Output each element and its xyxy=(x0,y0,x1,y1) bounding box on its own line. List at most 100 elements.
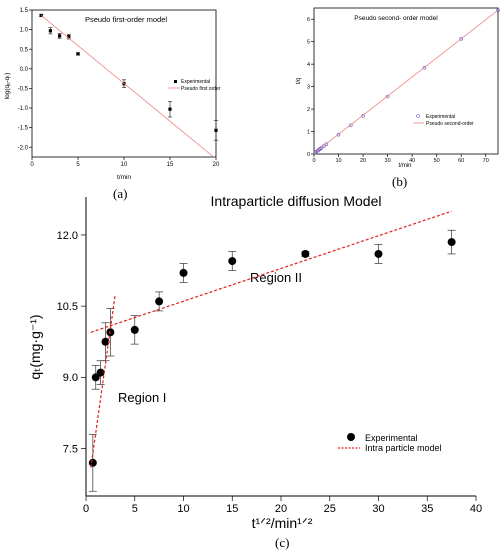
chart-c-data-point xyxy=(447,238,456,247)
panel-label-a: (a) xyxy=(113,186,128,201)
chart-b-legend-experimental: Experimental xyxy=(426,114,455,120)
chart-b-ytick-label: 5 xyxy=(307,40,310,46)
chart-c-data-point xyxy=(88,458,97,467)
chart-a-ylabel: log(qₑ-qₜ) xyxy=(4,73,11,100)
chart-c-xtick-label: 25 xyxy=(324,503,336,515)
chart-c: Intraparticle diffusion Model t¹ᐟ²/min¹ᐟ… xyxy=(27,193,482,531)
chart-a-data-point xyxy=(76,52,80,56)
chart-c-ylabel: qₜ(mg·g⁻¹) xyxy=(27,314,43,379)
chart-b-data-point xyxy=(348,123,353,128)
chart-b-ytick-label: 2 xyxy=(307,107,310,113)
chart-a-ytick-label: -2.0 xyxy=(18,145,29,151)
chart-a-xtick-label: 15 xyxy=(167,162,174,168)
chart-b-ytick-label: 1 xyxy=(307,129,310,135)
chart-b-xtick-label: 50 xyxy=(434,158,440,164)
chart-c-annotation-region-1: Region I xyxy=(118,390,166,405)
chart-b-ytick-label: 4 xyxy=(307,62,310,68)
chart-b-xlabel: t/min xyxy=(398,163,411,169)
chart-c-xtick-label: 0 xyxy=(83,503,89,515)
chart-c-title: Intraparticle diffusion Model xyxy=(211,193,382,209)
chart-b-ytick-label: 3 xyxy=(307,85,310,91)
chart-a-data-point xyxy=(168,107,172,111)
chart-a-ytick-label: 0.5 xyxy=(20,47,29,53)
chart-c-xlabel: t¹ᐟ²/min¹ᐟ² xyxy=(252,515,313,531)
chart-a-xtick-label: 20 xyxy=(213,162,220,168)
chart-a-legend-marker-experimental xyxy=(174,80,177,83)
chart-b-ylabel: t/q xyxy=(296,78,302,85)
chart-c-data-point xyxy=(301,249,310,258)
chart-c-xtick-label: 35 xyxy=(421,503,433,515)
chart-c-ytick-label: 10.5 xyxy=(57,301,78,313)
chart-b-title: Pseudo second- order model xyxy=(354,15,438,22)
chart-b-xtick-label: 20 xyxy=(360,158,366,164)
chart-c-data-point xyxy=(155,297,164,306)
chart-c-data-point xyxy=(96,368,105,377)
chart-a-data-point xyxy=(39,13,43,18)
chart-b-data-point xyxy=(496,8,500,13)
chart-c-ytick-label: 7.5 xyxy=(63,443,78,455)
chart-a-xlabel: t/min xyxy=(117,174,131,181)
chart-a-ytick-label: 0.0 xyxy=(20,67,29,73)
chart-c-xtick-label: 40 xyxy=(470,503,482,515)
chart-a-legend-fit: Pseudo first order xyxy=(181,86,221,92)
chart-b-ytick-label: 0 xyxy=(307,152,310,158)
chart-c-data-point xyxy=(130,325,139,334)
chart-a-data-point xyxy=(67,35,71,39)
chart-a-title: Pseudo first-order model xyxy=(85,15,167,24)
chart-a-fit-line-1 xyxy=(40,15,214,158)
chart-b-data-point xyxy=(324,142,329,146)
chart-c-legend-fit: Intra particle model xyxy=(365,443,442,453)
chart-c-xtick-label: 20 xyxy=(275,503,287,515)
chart-c-xtick-label: 5 xyxy=(132,503,138,515)
chart-c-legend-experimental: Experimental xyxy=(365,433,418,443)
chart-a-xtick-label: 5 xyxy=(76,162,80,168)
chart-b-legend-fit: Pseudo second-order xyxy=(426,121,474,127)
chart-b-data-point xyxy=(319,146,324,150)
chart-b: Pseudo second- order model t/min t/q Exp… xyxy=(296,7,500,169)
chart-a-data-point xyxy=(48,29,52,33)
chart-a-data-point xyxy=(58,34,62,38)
chart-b-data-point xyxy=(336,132,341,137)
chart-c-annotation-region-2: Region II xyxy=(250,270,302,285)
chart-a-xtick-label: 0 xyxy=(30,162,34,168)
chart-b-legend-marker-experimental xyxy=(416,114,420,118)
chart-a-ytick-label: -0.5 xyxy=(18,87,29,93)
panel-label-b: (b) xyxy=(392,174,408,189)
chart-c-data-point xyxy=(374,249,383,258)
chart-a-legend: Experimental Pseudo first order xyxy=(168,79,221,92)
chart-b-xtick-label: 40 xyxy=(409,158,415,164)
chart-c-data-point xyxy=(228,257,237,266)
chart-b-data-point xyxy=(361,114,365,118)
chart-b-fit-line-1 xyxy=(313,9,499,154)
chart-a-ytick-label: 1.5 xyxy=(20,8,29,14)
chart-c-xtick-label: 30 xyxy=(372,503,384,515)
chart-b-frame xyxy=(313,7,499,155)
chart-b-data-point xyxy=(422,65,427,70)
chart-b-xtick-label: 70 xyxy=(483,158,489,164)
chart-b-legend: Experimental Pseudo second-order xyxy=(413,114,474,127)
chart-b-data-point xyxy=(322,144,326,148)
chart-c-ytick-label: 9.0 xyxy=(63,372,78,384)
chart-c-data-point xyxy=(101,337,110,346)
panel-label-c: (c) xyxy=(275,535,290,550)
chart-b-xtick-label: 30 xyxy=(385,158,391,164)
chart-c-fit-line-1 xyxy=(90,210,452,333)
chart-a: Pseudo first-order model t/min log(qₑ-qₜ… xyxy=(4,8,221,181)
chart-b-xtick-label: 0 xyxy=(312,158,315,164)
chart-a-ytick-label: -1.0 xyxy=(18,106,29,112)
chart-b-xtick-label: 60 xyxy=(458,158,464,164)
chart-c-data-point xyxy=(179,268,188,277)
chart-a-xtick-label: 10 xyxy=(121,162,128,168)
chart-a-data-point xyxy=(214,128,218,132)
chart-b-data-point xyxy=(385,94,390,99)
chart-c-legend-marker-experimental xyxy=(347,433,355,441)
chart-a-legend-experimental: Experimental xyxy=(181,79,210,85)
chart-a-ytick-label: -1.5 xyxy=(18,126,29,132)
chart-c-ytick-label: 12.0 xyxy=(57,230,78,242)
chart-b-xtick-label: 10 xyxy=(335,158,341,164)
chart-a-ytick-label: 1.0 xyxy=(20,28,29,34)
chart-c-fit-line-2 xyxy=(90,294,116,468)
chart-b-data-point xyxy=(459,36,464,41)
chart-b-ytick-label: 6 xyxy=(307,17,310,23)
